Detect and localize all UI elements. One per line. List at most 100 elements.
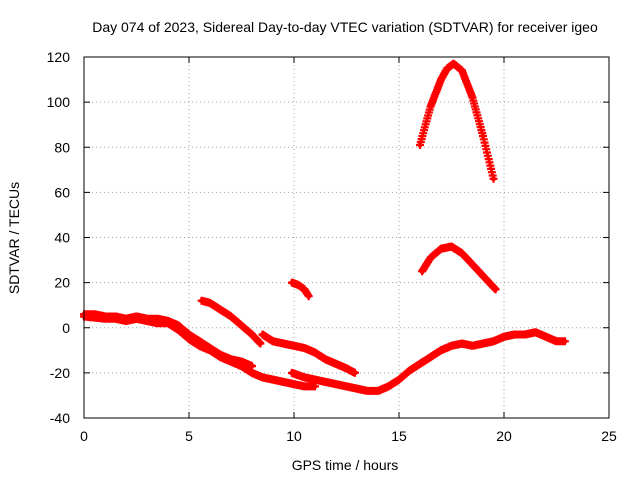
- x-axis-label: GPS time / hours: [292, 457, 399, 473]
- data-point: [270, 338, 276, 344]
- data-point: [428, 354, 433, 360]
- data-point: [470, 95, 475, 101]
- grid-lines: [84, 57, 609, 418]
- data-point: [417, 361, 423, 367]
- data-point: [522, 332, 528, 337]
- data-point: [302, 286, 307, 292]
- axis-ticks: 0 5 10 15 20 25 -40 -20 0 20 40 60 80 100 120: [47, 49, 617, 444]
- data-point: [165, 318, 171, 324]
- x-tick-label: 10: [286, 428, 302, 444]
- data-point: [470, 262, 475, 268]
- data-point: [312, 383, 318, 389]
- data-point: [302, 383, 307, 389]
- series-track-6: [287, 328, 569, 395]
- x-tick-label: 25: [601, 428, 617, 444]
- y-axis-label: SDTVAR / TECUs: [6, 182, 22, 294]
- data-point: [459, 250, 465, 256]
- data-point: [295, 282, 301, 288]
- data-point: [306, 293, 312, 299]
- chart-title: Day 074 of 2023, Sidereal Day-to-day VTE…: [92, 19, 598, 35]
- data-point: [239, 323, 244, 328]
- data-point: [333, 361, 339, 367]
- data-point: [197, 338, 202, 344]
- data-point: [260, 332, 265, 337]
- series-track-8: [418, 242, 500, 294]
- data-point: [102, 314, 108, 319]
- data-point: [113, 314, 118, 319]
- data-point: [386, 383, 391, 389]
- data-point: [239, 359, 244, 365]
- x-tick-label: 0: [80, 428, 88, 444]
- data-point: [228, 356, 234, 362]
- series-track-4: [258, 330, 359, 377]
- series-track-2: [80, 310, 256, 371]
- data-point: [270, 377, 276, 383]
- y-tick-label: 0: [62, 320, 70, 336]
- data-point: [302, 374, 307, 380]
- y-tick-label: 20: [54, 275, 70, 291]
- data-point: [417, 142, 423, 148]
- data-point: [186, 332, 192, 337]
- data-point: [344, 383, 349, 389]
- data-point: [134, 314, 139, 319]
- x-tick-label: 5: [185, 428, 193, 444]
- data-point: [396, 377, 402, 383]
- y-tick-label: 80: [54, 139, 70, 155]
- y-tick-label: 60: [54, 184, 70, 200]
- data-point: [257, 341, 263, 346]
- data-point: [428, 104, 433, 110]
- data-point: [438, 347, 444, 353]
- y-tick-label: -40: [50, 410, 70, 426]
- data-point: [459, 68, 465, 73]
- data-point: [444, 65, 450, 71]
- data-point: [375, 388, 381, 394]
- data-point: [260, 374, 265, 380]
- data-point: [289, 370, 295, 376]
- data-point: [562, 338, 568, 344]
- data-point: [249, 332, 255, 337]
- data-point: [501, 334, 507, 340]
- data-point: [493, 286, 499, 292]
- data-point: [92, 311, 97, 317]
- data-point: [438, 77, 444, 83]
- series-track-5: [287, 278, 313, 301]
- x-tick-label: 15: [391, 428, 407, 444]
- data-point: [365, 388, 370, 394]
- y-tick-label: 100: [47, 94, 71, 110]
- data-point: [407, 368, 412, 374]
- data-point: [543, 334, 549, 340]
- data-point: [123, 316, 129, 322]
- data-point: [281, 341, 286, 346]
- data-point: [459, 341, 465, 346]
- data-point: [480, 341, 486, 346]
- data-point: [512, 332, 517, 337]
- data-point: [333, 381, 339, 387]
- data-point: [354, 386, 360, 392]
- data-point: [249, 370, 255, 376]
- data-point: [344, 365, 349, 371]
- data-point: [480, 133, 486, 139]
- data-point: [470, 343, 475, 349]
- data-point: [449, 343, 454, 349]
- data-point: [218, 307, 223, 313]
- data-point: [480, 273, 486, 279]
- data-point: [302, 345, 307, 351]
- data-point: [491, 338, 496, 344]
- data-point: [428, 255, 433, 261]
- y-tick-label: -20: [50, 365, 70, 381]
- data-point: [352, 370, 358, 376]
- data-point: [438, 246, 444, 252]
- data-point: [419, 268, 425, 274]
- data-series: [80, 59, 569, 395]
- plot-frame: [83, 56, 610, 419]
- y-tick-label: 120: [47, 49, 71, 65]
- data-point: [176, 323, 181, 328]
- series-track-7: [416, 59, 498, 183]
- data-point: [312, 350, 318, 356]
- data-point: [228, 314, 234, 319]
- data-point: [199, 298, 205, 304]
- data-point: [451, 61, 457, 67]
- data-point: [291, 381, 297, 387]
- y-tick-label: 40: [54, 230, 70, 246]
